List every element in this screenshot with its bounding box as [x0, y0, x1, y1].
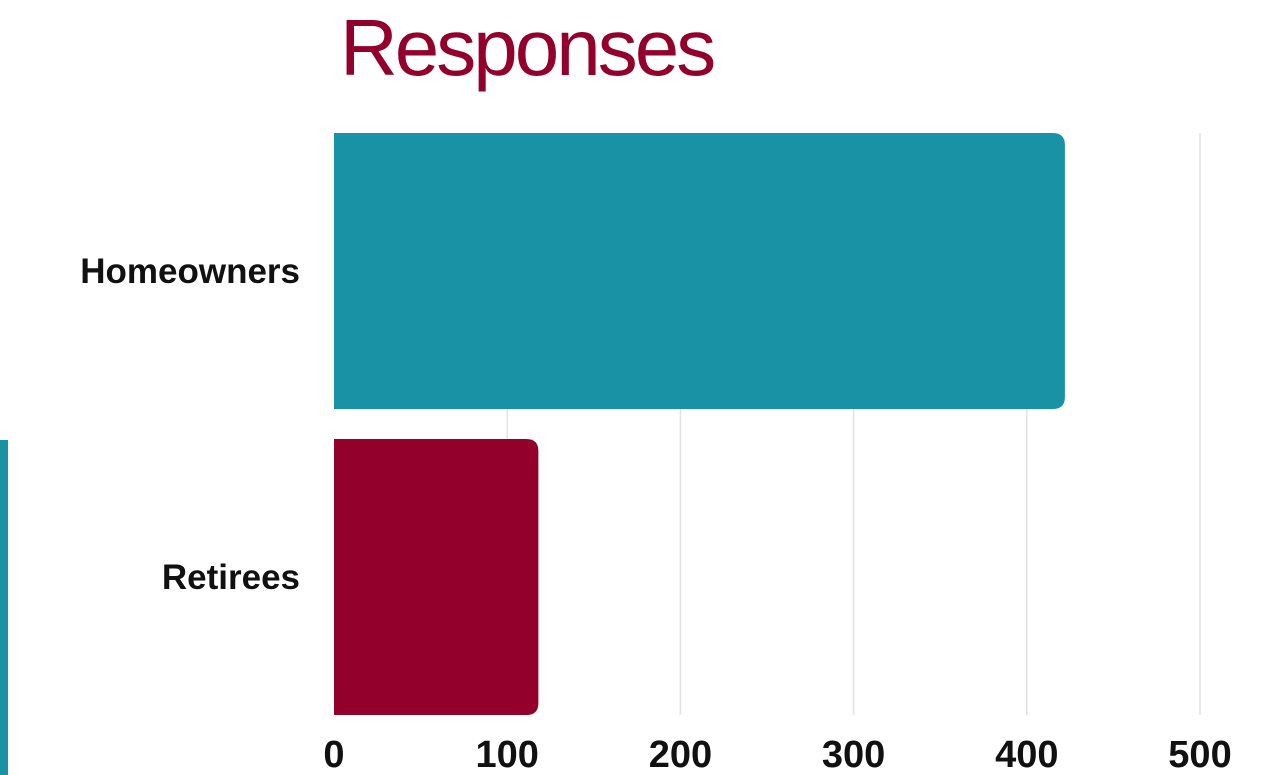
chart-title: Responses: [340, 3, 716, 92]
x-axis-ticks: 0 100 200 300 400 500: [323, 734, 1231, 775]
bar-homeowners: [334, 133, 1065, 409]
bars: [334, 133, 1065, 715]
category-labels: Homeowners Retirees: [80, 252, 300, 597]
bar-retirees: [334, 439, 539, 715]
x-tick-label-100: 100: [475, 734, 538, 775]
left-accent-bar: [0, 440, 8, 775]
x-tick-label-200: 200: [649, 734, 712, 775]
x-tick-label-0: 0: [323, 734, 344, 775]
x-tick-label-400: 400: [995, 734, 1058, 775]
category-label-homeowners: Homeowners: [80, 252, 300, 291]
x-tick-label-500: 500: [1168, 734, 1231, 775]
x-tick-label-300: 300: [822, 734, 885, 775]
category-label-retirees: Retirees: [162, 558, 300, 597]
